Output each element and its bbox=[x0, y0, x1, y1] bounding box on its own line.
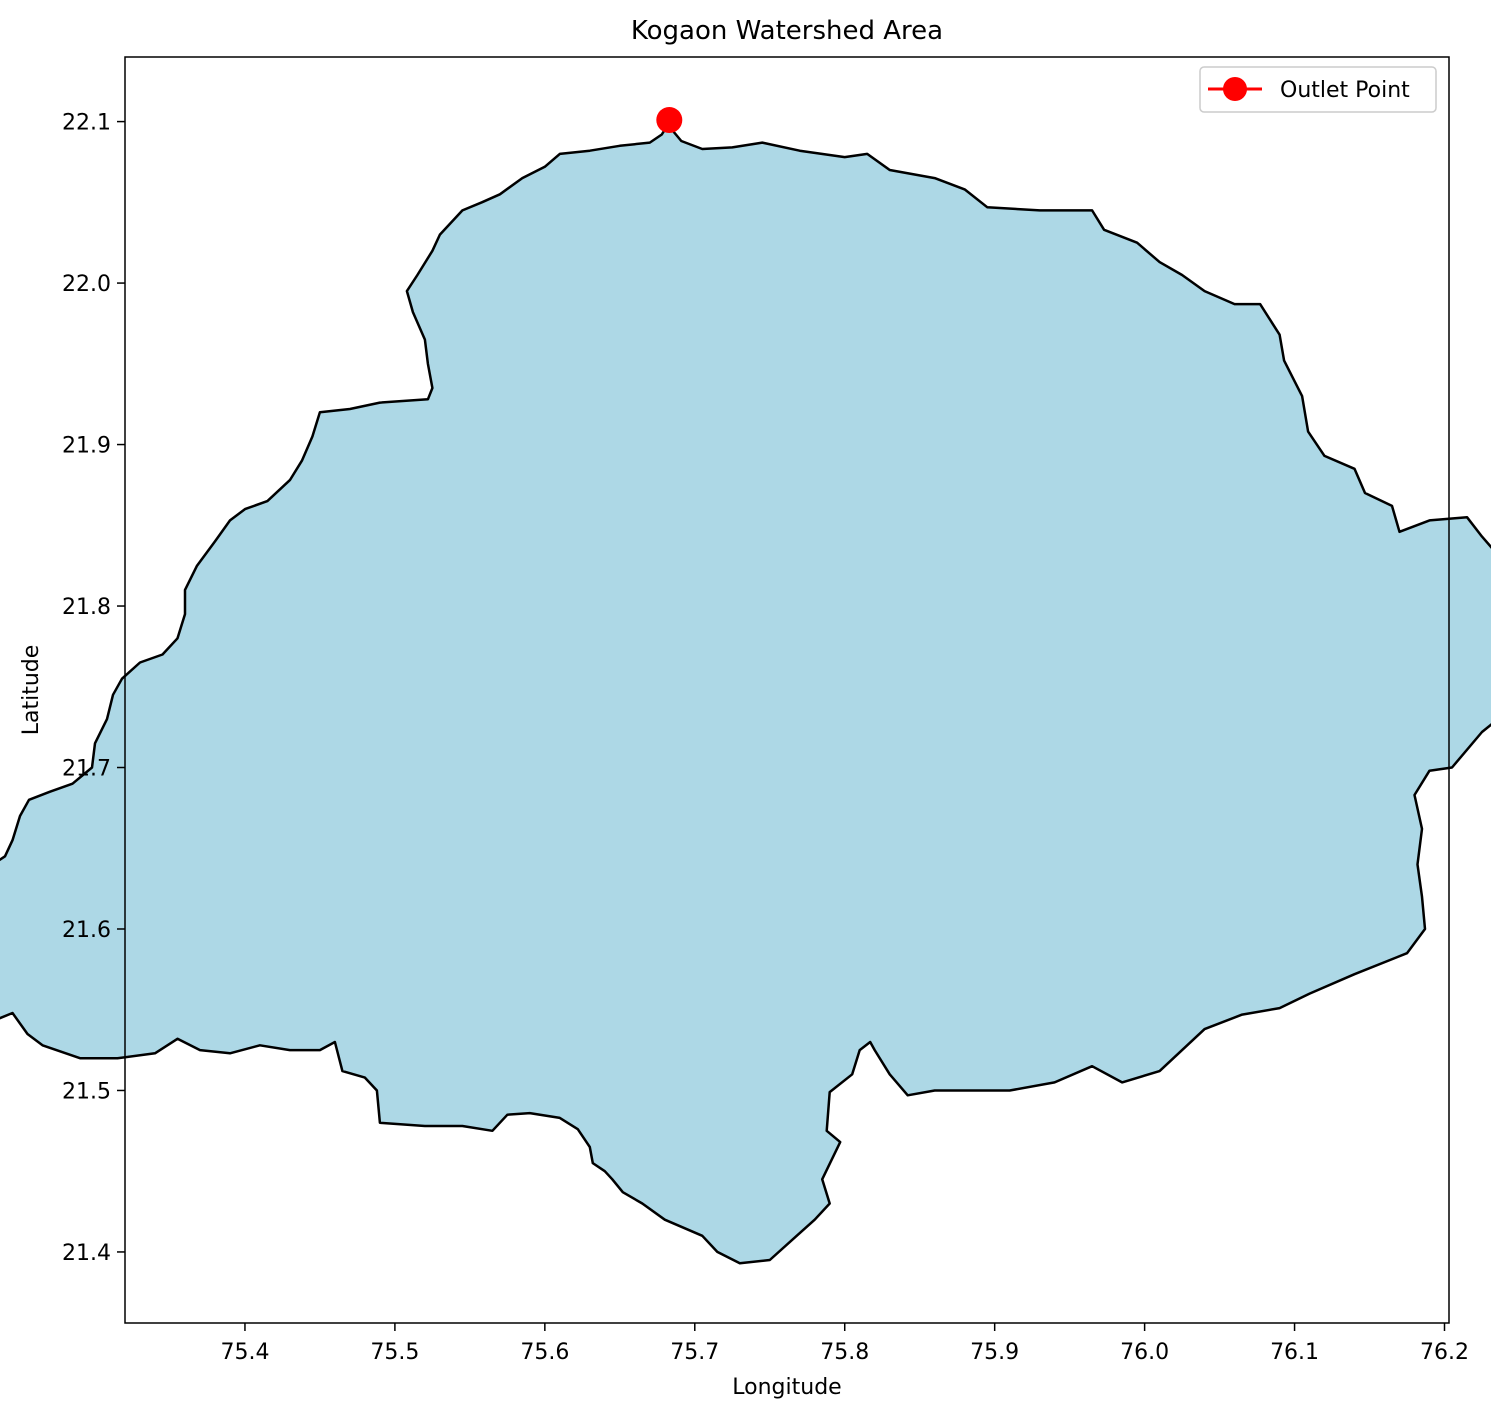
x-tick-label: 75.6 bbox=[520, 1340, 569, 1365]
y-tick-label: 21.6 bbox=[62, 918, 111, 943]
x-tick-label: 76.1 bbox=[1270, 1340, 1319, 1365]
x-tick-label: 75.7 bbox=[670, 1340, 719, 1365]
watershed-layer bbox=[0, 123, 1491, 1265]
outlet-layer bbox=[656, 107, 683, 133]
x-tick-label: 75.5 bbox=[370, 1340, 419, 1365]
y-axis-ticks: 21.4 21.5 21.6 21.7 21.8 21.9 22.0 22.1 bbox=[62, 111, 125, 1266]
y-tick-label: 21.4 bbox=[62, 1241, 111, 1266]
y-tick-label: 21.7 bbox=[62, 757, 111, 782]
y-tick-label: 21.5 bbox=[62, 1079, 111, 1104]
watershed-polygon bbox=[0, 123, 1491, 1265]
y-tick-label: 22.1 bbox=[62, 111, 111, 136]
chart-title: Kogaon Watershed Area bbox=[631, 16, 943, 46]
x-tick-label: 75.4 bbox=[220, 1340, 269, 1365]
y-tick-label: 21.8 bbox=[62, 595, 111, 620]
x-axis-ticks: 75.4 75.5 75.6 75.7 75.8 75.9 76.0 76.1 76.2 bbox=[220, 1323, 1469, 1365]
x-tick-label: 76.2 bbox=[1420, 1340, 1469, 1365]
plot-frame bbox=[124, 56, 1450, 1324]
y-axis-label: Latitude bbox=[19, 645, 44, 736]
x-tick-label: 76.0 bbox=[1120, 1340, 1169, 1365]
x-tick-label: 75.8 bbox=[820, 1340, 869, 1365]
legend: Outlet Point bbox=[1199, 66, 1437, 113]
x-axis-label: Longitude bbox=[732, 1375, 841, 1400]
outlet-point-marker bbox=[656, 107, 683, 133]
legend-box bbox=[1199, 66, 1437, 113]
y-tick-label: 21.9 bbox=[62, 434, 111, 459]
y-tick-label: 22.0 bbox=[62, 272, 111, 297]
x-tick-label: 75.9 bbox=[970, 1340, 1019, 1365]
legend-outlet-label: Outlet Point bbox=[1280, 78, 1410, 103]
legend-outlet-marker bbox=[1223, 77, 1247, 101]
